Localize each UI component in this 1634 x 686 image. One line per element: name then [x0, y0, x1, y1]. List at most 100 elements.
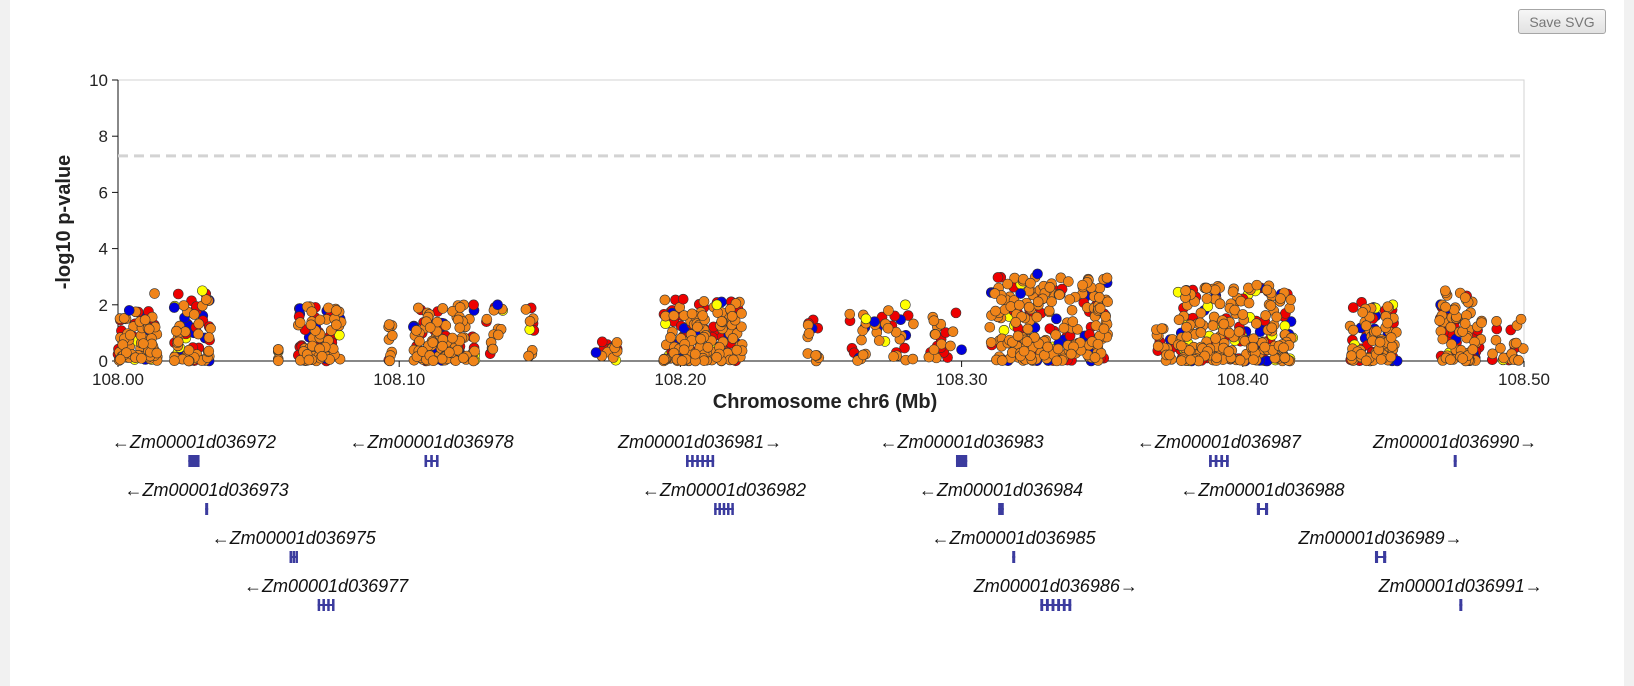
snp-point: [803, 328, 815, 339]
snp-point: [928, 315, 940, 326]
snp-point: [387, 330, 398, 341]
snp-point: [492, 299, 503, 311]
gene-Zm00001d036991[interactable]: Zm00001d036991→: [1378, 576, 1543, 611]
snp-point: [138, 338, 149, 349]
snp-point: [1094, 302, 1106, 314]
snp-point: [1201, 293, 1213, 304]
gene-exon: [727, 503, 730, 515]
gene-label[interactable]: Zm00001d036986→: [973, 576, 1138, 596]
gene-label[interactable]: ←Zm00001d036983: [880, 432, 1044, 452]
snp-point: [115, 354, 126, 365]
gene-label[interactable]: Zm00001d036991→: [1378, 576, 1543, 596]
snp-point: [1092, 338, 1104, 350]
gene-label[interactable]: ←Zm00001d036984: [919, 480, 1083, 500]
snp-point: [1042, 341, 1054, 353]
gene-label[interactable]: ←Zm00001d036987: [1137, 432, 1302, 452]
gene-exon: [1045, 599, 1049, 611]
gene-label[interactable]: ←Zm00001d036988: [1180, 480, 1344, 500]
gene-Zm00001d036984[interactable]: ←Zm00001d036984: [919, 480, 1083, 515]
snp-point: [469, 332, 480, 344]
gene-exon: [188, 455, 200, 467]
snp-point: [1357, 307, 1368, 318]
gene-Zm00001d036985[interactable]: ←Zm00001d036985: [932, 528, 1097, 563]
gene-label[interactable]: ←Zm00001d036985: [932, 528, 1097, 548]
y-tick-label: 10: [89, 71, 108, 90]
gene-exon: [1226, 455, 1229, 467]
snp-point: [1050, 329, 1062, 341]
snp-point: [183, 344, 195, 356]
gene-exon: [711, 455, 715, 467]
gene-label[interactable]: ←Zm00001d036978: [349, 432, 513, 452]
gene-label[interactable]: ←Zm00001d036975: [212, 528, 377, 548]
snp-point: [695, 333, 706, 345]
snp-point: [1025, 277, 1036, 289]
snp-point: [1100, 311, 1111, 322]
snp-point: [1156, 323, 1168, 334]
gene-Zm00001d036978[interactable]: ←Zm00001d036978: [349, 432, 514, 467]
snp-point: [1077, 279, 1088, 291]
snp-point: [437, 340, 448, 352]
snp-point: [1152, 340, 1164, 352]
gene-label[interactable]: ←Zm00001d036982: [642, 480, 806, 500]
save-svg-button[interactable]: Save SVG: [1518, 9, 1606, 34]
gene-label[interactable]: Zm00001d036989→: [1298, 528, 1463, 548]
snp-point: [1445, 354, 1456, 366]
snp-point: [727, 333, 739, 344]
gene-exon: [1040, 599, 1044, 611]
snp-point: [1445, 321, 1457, 333]
snp-point: [1063, 276, 1074, 287]
gene-Zm00001d036989[interactable]: Zm00001d036989→: [1298, 528, 1463, 563]
snp-point: [1467, 344, 1479, 355]
gene-Zm00001d036973[interactable]: ←Zm00001d036973: [125, 480, 289, 515]
snp-point: [1102, 296, 1113, 308]
snp-point: [1021, 336, 1033, 347]
gene-exon: [327, 599, 330, 611]
snp-point: [520, 304, 532, 315]
gene-Zm00001d036983[interactable]: ←Zm00001d036983: [880, 432, 1044, 467]
snp-point: [930, 329, 941, 340]
snp-point: [414, 335, 425, 347]
snp-point: [454, 302, 466, 313]
snp-point: [676, 355, 688, 367]
snp-point: [1385, 332, 1397, 343]
snp-point: [697, 310, 708, 321]
snp-point: [1032, 268, 1043, 280]
snp-point: [596, 336, 608, 348]
snp-point: [424, 322, 436, 333]
snp-point: [1089, 352, 1101, 363]
gene-label[interactable]: ←Zm00001d036972: [112, 432, 276, 452]
gene-Zm00001d036977[interactable]: ←Zm00001d036977: [244, 576, 409, 611]
gene-Zm00001d036972[interactable]: ←Zm00001d036972: [112, 432, 276, 467]
snp-point: [305, 319, 317, 331]
gene-label[interactable]: Zm00001d036981→: [617, 432, 782, 452]
snp-point: [1229, 304, 1241, 316]
gene-label[interactable]: ←Zm00001d036973: [125, 480, 289, 500]
y-tick-label: 0: [99, 352, 108, 371]
snp-point: [1434, 315, 1445, 326]
gene-Zm00001d036982[interactable]: ←Zm00001d036982: [642, 480, 806, 515]
gene-Zm00001d036981[interactable]: Zm00001d036981→: [617, 432, 782, 467]
snp-point: [172, 288, 184, 300]
snp-point: [1382, 317, 1393, 329]
snp-point: [883, 305, 894, 316]
gene-Zm00001d036988[interactable]: ←Zm00001d036988: [1180, 480, 1345, 515]
snp-point: [203, 332, 215, 343]
gene-label[interactable]: Zm00001d036990→: [1372, 432, 1537, 452]
snp-point: [1382, 301, 1394, 312]
gene-exon: [955, 455, 968, 467]
gene-Zm00001d036990[interactable]: Zm00001d036990→: [1372, 432, 1537, 467]
gene-Zm00001d036987[interactable]: ←Zm00001d036987: [1137, 432, 1302, 467]
gene-exon: [1383, 551, 1387, 563]
snp-point: [984, 321, 996, 333]
snp-point: [1015, 288, 1026, 299]
gene-exon: [718, 503, 721, 515]
snp-point: [411, 325, 422, 336]
gene-label[interactable]: ←Zm00001d036977: [244, 576, 409, 596]
gene-Zm00001d036986[interactable]: Zm00001d036986→: [973, 576, 1138, 611]
snp-point: [873, 335, 885, 346]
gene-Zm00001d036975[interactable]: ←Zm00001d036975: [212, 528, 377, 563]
snp-point: [1386, 341, 1398, 352]
snp-point: [1459, 292, 1471, 303]
snp-point: [668, 310, 680, 321]
snp-point: [200, 294, 212, 305]
